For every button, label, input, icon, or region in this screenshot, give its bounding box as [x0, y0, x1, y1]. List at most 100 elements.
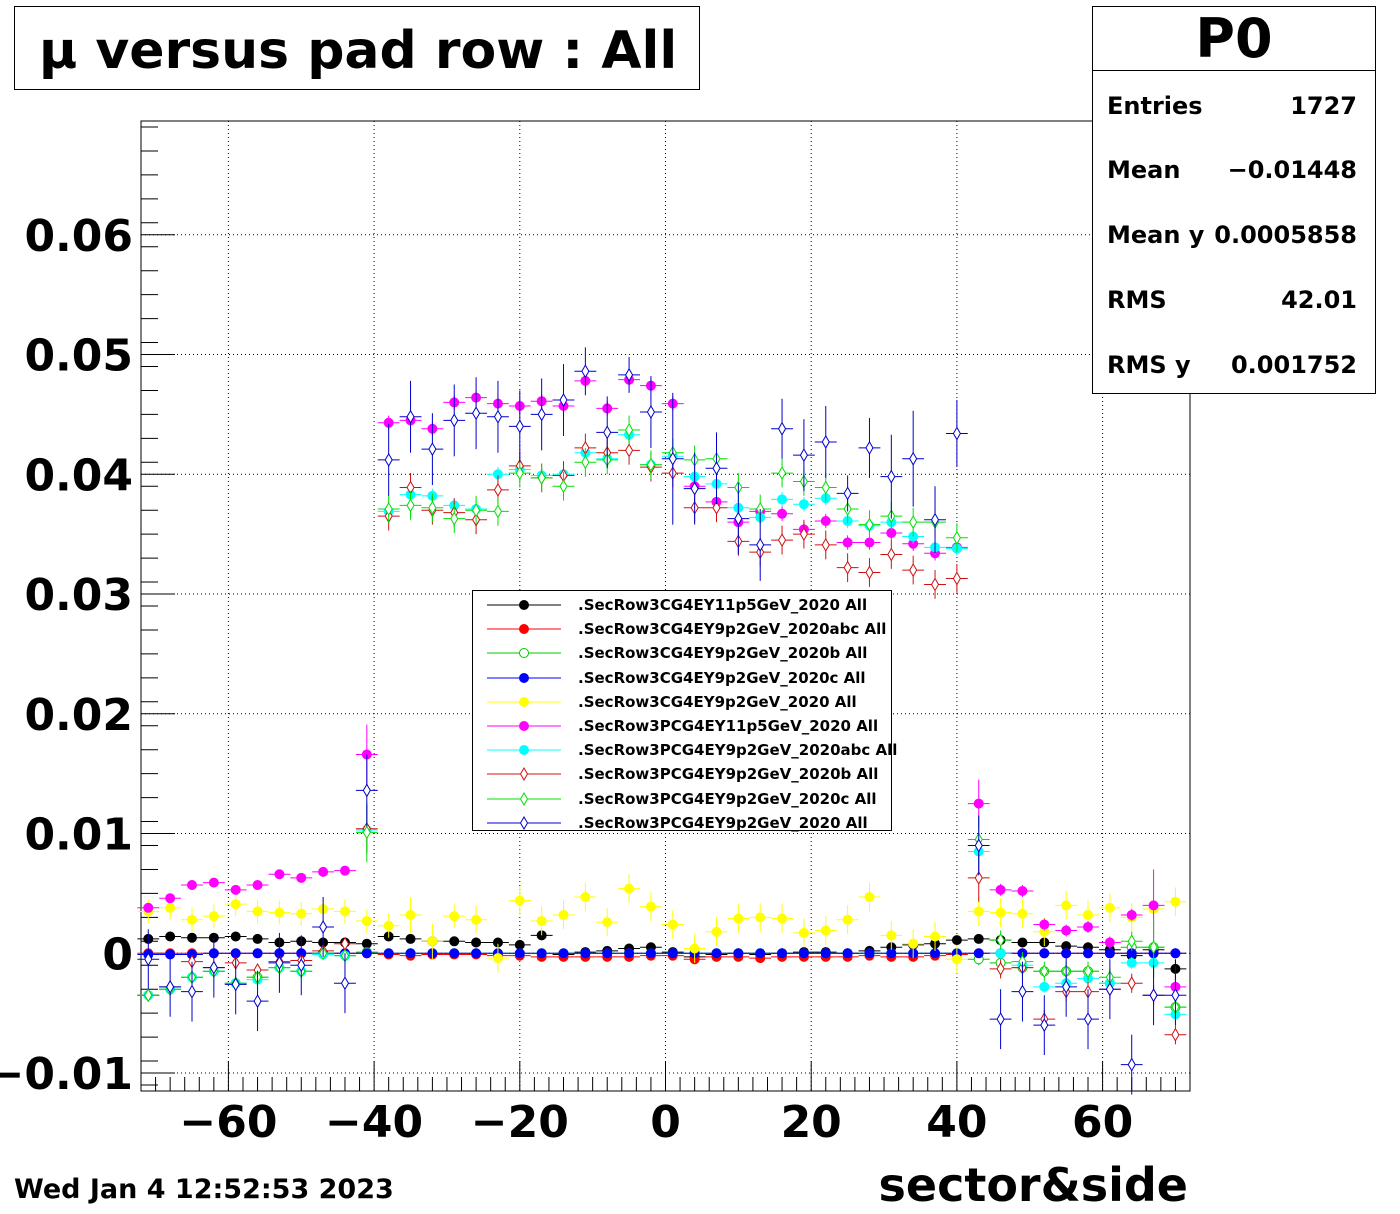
data-point: [1033, 980, 1056, 993]
data-point: [880, 920, 903, 950]
data-point: [1098, 959, 1121, 1020]
point-marker: [427, 936, 438, 947]
point-marker: [974, 838, 983, 853]
point-marker: [624, 443, 634, 458]
point-marker: [231, 977, 240, 992]
point-marker: [1170, 896, 1181, 907]
point-marker: [1104, 937, 1115, 948]
stats-value: −0.01448: [1227, 156, 1357, 184]
point-marker: [559, 479, 568, 494]
data-point: [137, 902, 160, 913]
legend-marker: [519, 791, 529, 806]
data-point: [1164, 887, 1187, 917]
data-point: [552, 471, 575, 501]
data-point: [312, 897, 335, 957]
data-point: [487, 943, 509, 973]
legend-label: .SecRow3PCG4EY11p5GeV_2020 All: [578, 717, 879, 735]
point-marker: [428, 500, 437, 515]
data-point: [1120, 956, 1143, 969]
data-point: [224, 884, 247, 895]
data-point: [705, 432, 728, 505]
data-point: [246, 948, 269, 959]
point-marker: [711, 926, 722, 937]
point-marker: [951, 954, 962, 965]
data-point: [159, 949, 182, 960]
legend-label: .SecRow3CG4EY9p2GeV_2020abc All: [578, 620, 887, 639]
data-point: [268, 900, 291, 925]
point-marker: [996, 933, 1005, 948]
point-marker: [755, 948, 766, 959]
y-tick-label: 0.03: [24, 570, 133, 621]
data-point: [945, 400, 968, 468]
point-marker: [275, 955, 284, 970]
point-marker: [777, 421, 787, 436]
point-marker: [842, 537, 853, 548]
stats-label: Entries: [1107, 92, 1203, 120]
data-point: [334, 899, 356, 924]
point-marker: [1149, 988, 1158, 1003]
axes: −60 −40 −20 0 20 40 60 −0.01 0 0.01 0.02 0.03 0.04 0.…: [0, 126, 1176, 1148]
legend-marker: [519, 600, 529, 610]
point-marker: [909, 563, 918, 578]
x-tick-label: −60: [179, 1097, 277, 1148]
point-marker: [886, 948, 897, 959]
data-point: [967, 948, 990, 959]
y-tick-label: −0.01: [0, 1049, 133, 1100]
point-marker: [253, 994, 262, 1009]
legend-entry: .SecRow3PCG4EY11p5GeV_2020 All: [473, 714, 891, 738]
point-marker: [580, 948, 591, 959]
point-marker: [865, 517, 874, 532]
data-point: [792, 519, 815, 549]
data-point: [268, 869, 291, 880]
stats-label: RMS: [1107, 286, 1167, 314]
point-marker: [383, 948, 394, 959]
data-point: [159, 893, 182, 904]
point-marker: [165, 902, 176, 913]
data-point: [771, 398, 793, 459]
stats-row-mean: Mean −0.01448: [1107, 156, 1357, 186]
stats-value: 0.0005858: [1214, 221, 1357, 249]
data-point: [530, 378, 553, 451]
point-marker: [668, 451, 677, 466]
point-marker: [1104, 902, 1115, 913]
data-point: [989, 898, 1012, 927]
data-point: [355, 908, 378, 933]
data-point: [246, 899, 269, 924]
point-marker: [472, 503, 481, 518]
legend-label: .SecRow3PCG4EY9p2GeV_2020b All: [578, 765, 879, 784]
point-marker: [514, 948, 525, 959]
point-marker: [930, 931, 941, 942]
point-marker: [995, 884, 1006, 895]
point-marker: [537, 407, 546, 422]
data-point: [902, 507, 925, 537]
data-point: [181, 932, 203, 943]
point-marker: [166, 979, 175, 994]
point-marker: [208, 911, 219, 922]
point-marker: [580, 892, 591, 902]
data-point: [574, 882, 597, 912]
point-marker: [1126, 909, 1137, 920]
point-marker: [471, 937, 482, 948]
data-point: [771, 948, 793, 959]
data-point: [246, 880, 269, 891]
data-point: [1033, 961, 1056, 981]
point-marker: [1083, 909, 1094, 920]
data-point: [661, 948, 684, 959]
data-point: [530, 948, 553, 959]
data-point: [312, 866, 335, 877]
legend-entry: .SecRow3CG4EY9p2GeV_2020 All: [473, 690, 891, 714]
data-point: [181, 961, 203, 1022]
date-stamp: Wed Jan 4 12:52:53 2023: [14, 1174, 394, 1205]
point-marker: [318, 866, 329, 877]
point-marker: [449, 936, 460, 947]
legend-swatch: [487, 767, 561, 782]
data-point: [814, 948, 837, 959]
point-marker: [406, 498, 415, 513]
data-point: [1077, 900, 1099, 930]
point-marker: [1171, 988, 1180, 1003]
point-marker: [952, 571, 961, 586]
data-point: [334, 953, 356, 1014]
point-marker: [208, 877, 219, 888]
data-point: [1164, 948, 1187, 959]
legend: .SecRow3CG4EY11p5GeV_2020 All .SecRow3CG4…: [472, 590, 897, 832]
